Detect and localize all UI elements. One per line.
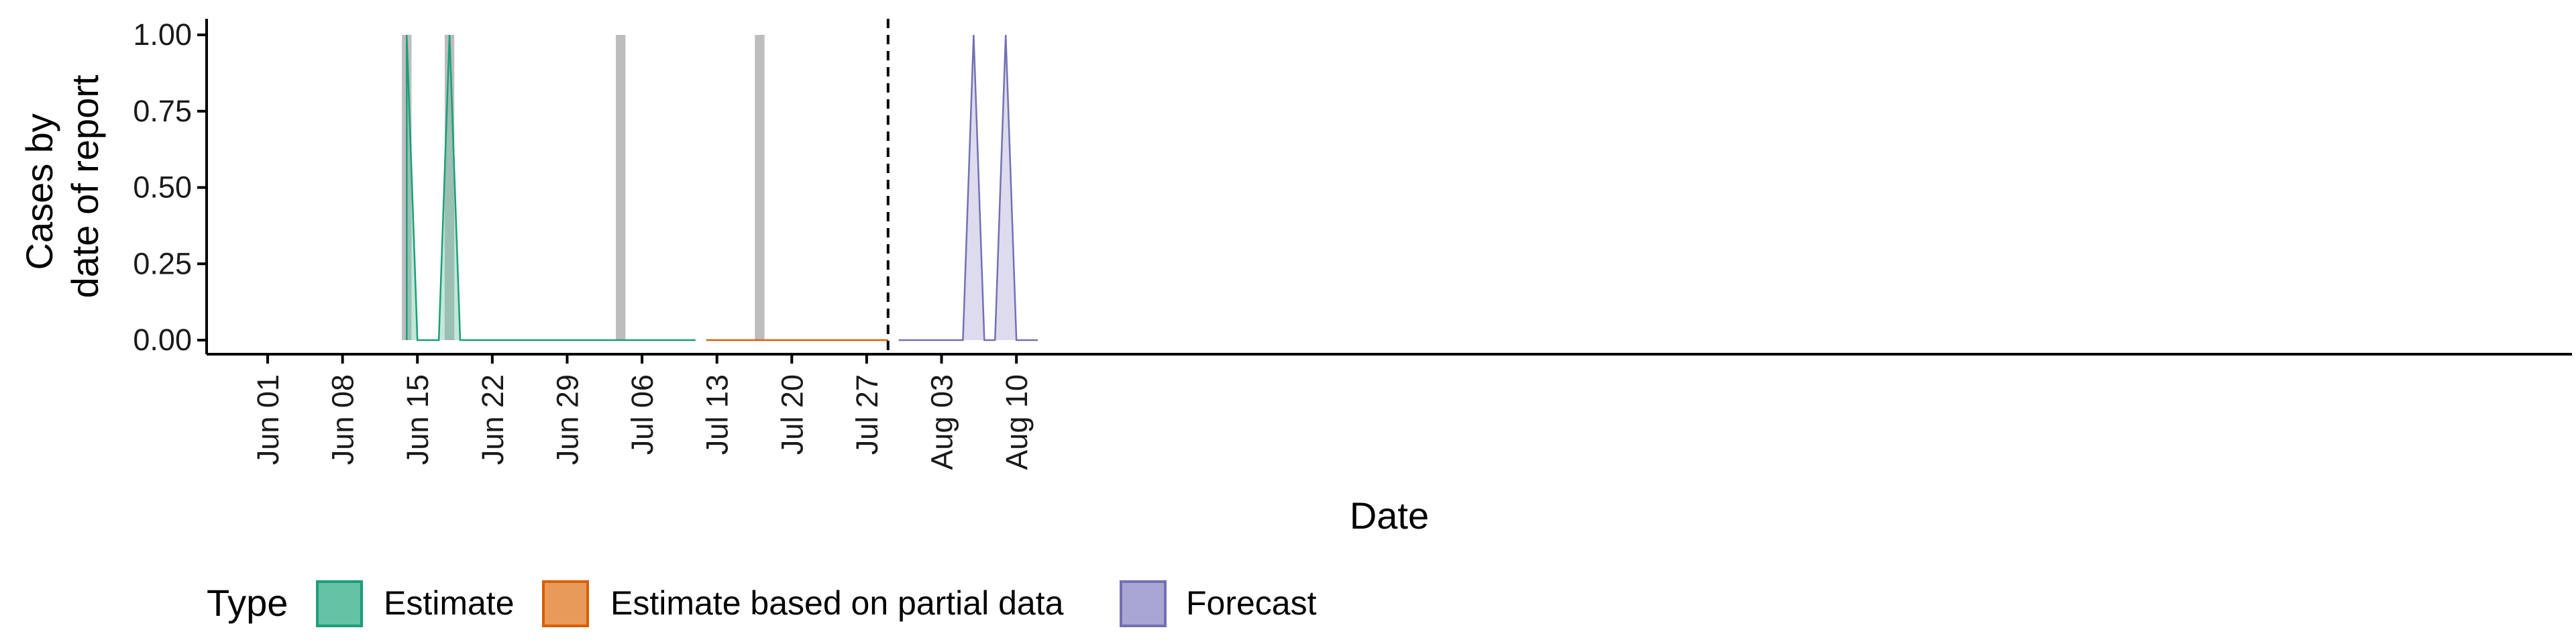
- legend-label-2: Estimate based on partial data: [610, 584, 1064, 622]
- reported-case-bar-4: [755, 35, 765, 340]
- x-tick-label: Jul 20: [775, 374, 809, 455]
- y-tick-label: 1.00: [133, 17, 192, 52]
- legend: Type Estimate Estimate based on partial d…: [207, 580, 1317, 627]
- y-axis-title-line-2: date of report: [64, 74, 106, 299]
- legend-key-2: [542, 580, 589, 627]
- y-tick-label: 0.50: [133, 170, 192, 205]
- y-axis-ticks: 0.00 0.25 0.50 0.75 1.00: [133, 17, 207, 357]
- legend-title: Type: [207, 582, 288, 624]
- x-tick-label: Jul 27: [850, 374, 884, 455]
- estimate-area: [407, 35, 696, 340]
- legend-key-3: [1120, 580, 1167, 627]
- x-tick-label: Jun 08: [326, 374, 360, 465]
- x-tick-label: Jun 15: [400, 374, 435, 465]
- x-tick-label: Jun 01: [251, 374, 285, 465]
- y-axis-title: Cases by date of report: [18, 74, 106, 299]
- x-tick-label: Jul 06: [625, 374, 659, 455]
- estimate-line: [406, 34, 696, 341]
- y-axis-title-line-1: Cases by: [18, 113, 60, 270]
- estimate-series-layer: [406, 34, 1038, 341]
- forecast-line: [898, 34, 1038, 341]
- x-tick-label: Jun 29: [550, 374, 584, 465]
- y-tick-label: 0.25: [133, 246, 192, 280]
- legend-key-1: [316, 580, 363, 627]
- legend-label-3: Forecast: [1186, 584, 1317, 622]
- y-tick-label: 0.00: [133, 323, 192, 357]
- x-tick-label: Aug 10: [1000, 374, 1034, 470]
- reported-case-bar-3: [616, 35, 626, 340]
- x-axis-ticks: Jun 01 Jun 08 Jun 15 Jun 22 Jun 29 Jul 06 Jul …: [251, 354, 1034, 470]
- x-tick-label: Aug 03: [925, 374, 959, 470]
- y-tick-label: 0.75: [133, 94, 192, 128]
- axes: [205, 19, 2572, 356]
- x-axis-title: Date: [1350, 494, 1429, 537]
- x-tick-label: Jun 22: [476, 374, 510, 465]
- x-tick-label: Jul 13: [700, 374, 735, 455]
- legend-label-1: Estimate: [384, 584, 515, 622]
